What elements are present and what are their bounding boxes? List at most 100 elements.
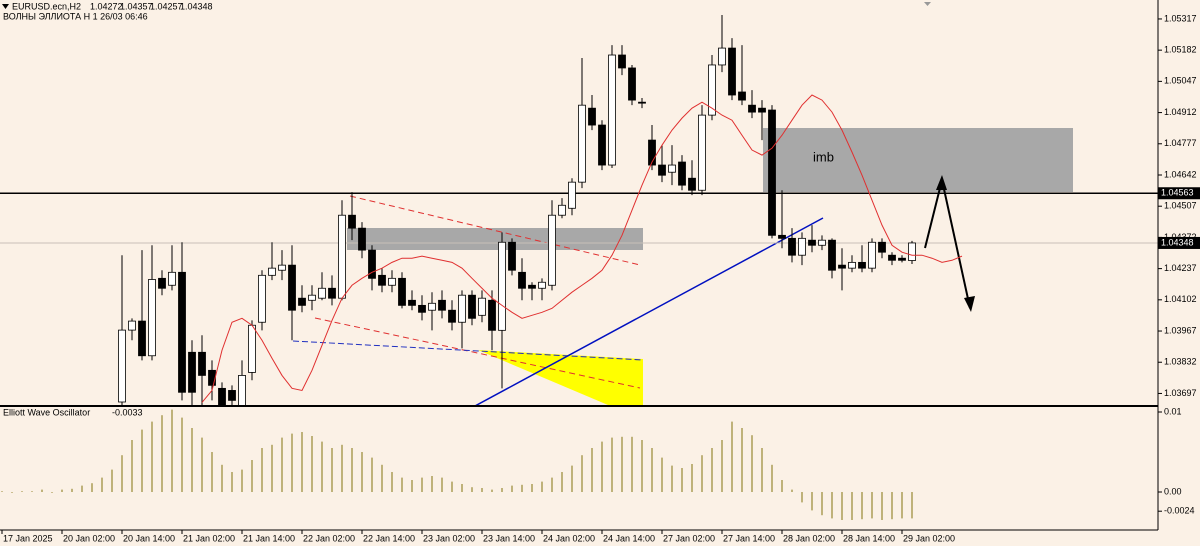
candle-body xyxy=(808,239,816,246)
zone xyxy=(347,228,643,250)
candle-body xyxy=(858,261,866,269)
candle-body xyxy=(428,302,436,311)
y-tick-label: 1.04642 xyxy=(1164,169,1197,179)
candle-body xyxy=(288,264,296,311)
candle-body xyxy=(658,164,666,176)
candle-body xyxy=(338,214,346,299)
candle-body xyxy=(178,271,186,393)
candle-body xyxy=(248,324,256,373)
candle-body xyxy=(348,214,356,229)
y-tick-label: 1.04372 xyxy=(1164,232,1197,242)
candle-body xyxy=(708,64,716,116)
candle-body xyxy=(838,264,846,269)
x-tick-label: 20 Jan 02:00 xyxy=(63,533,115,543)
candle-body xyxy=(698,114,706,191)
arrows xyxy=(201,94,975,403)
candle-body xyxy=(398,277,406,306)
candle-body xyxy=(368,249,376,279)
y-tick-label: 1.05182 xyxy=(1164,45,1197,55)
channel-line xyxy=(314,317,641,389)
y-tick-label: 1.04102 xyxy=(1164,294,1197,304)
x-tick-label: 22 Jan 02:00 xyxy=(303,533,355,543)
candle-body xyxy=(318,287,326,299)
candle-body xyxy=(888,254,896,261)
candle-body xyxy=(578,104,586,183)
dashed-line xyxy=(292,340,644,361)
candle-body xyxy=(228,390,236,401)
y-tick-label: 1.05047 xyxy=(1164,76,1197,86)
menu-arrow xyxy=(2,4,9,9)
oscillator-panel xyxy=(1,409,913,520)
candle-body xyxy=(778,234,786,239)
candle-body xyxy=(158,277,166,289)
candle-body xyxy=(498,241,506,331)
candle-body xyxy=(448,309,456,323)
x-tick-label: 27 Jan 02:00 xyxy=(663,533,715,543)
candle-body xyxy=(538,281,546,289)
x-tick-label: 22 Jan 14:00 xyxy=(363,533,415,543)
candle-body xyxy=(718,47,726,66)
candle-body xyxy=(878,241,886,253)
candle-body xyxy=(768,109,776,236)
x-tick-label: 29 Jan 02:00 xyxy=(903,533,955,543)
y-tick-label: 0.01 xyxy=(1164,406,1182,416)
candle-body xyxy=(388,277,396,286)
candle-body xyxy=(468,294,476,319)
price-panel xyxy=(0,15,1158,405)
candle-body xyxy=(868,241,876,269)
x-tick-label: 27 Jan 14:00 xyxy=(723,533,775,543)
candle-body xyxy=(818,239,826,246)
candle-body xyxy=(268,267,276,276)
y-tick-label: 1.05317 xyxy=(1164,13,1197,23)
candle-body xyxy=(138,320,146,357)
price-label-box xyxy=(1158,236,1200,249)
candle-body xyxy=(238,375,246,405)
candle-body xyxy=(608,54,616,166)
candle-body xyxy=(168,271,176,286)
candle-body xyxy=(788,237,796,256)
y-tick-label: 1.03697 xyxy=(1164,388,1197,398)
y-tick-label: 1.04912 xyxy=(1164,107,1197,117)
x-tick-label: 28 Jan 14:00 xyxy=(843,533,895,543)
candle-body xyxy=(188,351,196,393)
candle-body xyxy=(508,241,516,271)
y-tick-label: 1.04237 xyxy=(1164,263,1197,273)
x-tick-label: 21 Jan 02:00 xyxy=(183,533,235,543)
y-tick-label: 0.00 xyxy=(1164,486,1182,496)
candle-body xyxy=(618,54,626,69)
candle-body xyxy=(798,237,806,256)
x-tick-label: 28 Jan 02:00 xyxy=(783,533,835,543)
moving-average xyxy=(201,94,963,403)
candle-body xyxy=(828,239,836,271)
x-tick-label: 24 Jan 14:00 xyxy=(603,533,655,543)
candle-body xyxy=(688,177,696,191)
candle-body xyxy=(218,387,226,405)
candle-body xyxy=(638,101,646,104)
candle-body xyxy=(758,107,766,113)
candle-body xyxy=(518,271,526,289)
candle-body xyxy=(328,287,336,299)
candle-body xyxy=(358,227,366,251)
y-tick-label: 1.03832 xyxy=(1164,357,1197,367)
candle-body xyxy=(478,297,486,316)
arrow-head xyxy=(964,296,975,312)
candle-body xyxy=(738,91,746,101)
candle-body xyxy=(908,242,916,261)
candle-body xyxy=(378,274,386,286)
subtitle: ВОЛНЫ ЭЛЛИОТА Н 1 26/03 06:46 xyxy=(3,11,148,21)
annotation: imb xyxy=(813,149,834,164)
y-tick-label: 1.03967 xyxy=(1164,325,1197,335)
candle-body xyxy=(438,299,446,311)
candle-body xyxy=(408,299,416,306)
candle-body xyxy=(458,294,466,323)
candle-body xyxy=(528,284,536,289)
candle-body xyxy=(598,124,606,166)
candle-body xyxy=(148,279,156,357)
x-tick-label: 23 Jan 14:00 xyxy=(483,533,535,543)
x-tick-label: 21 Jan 14:00 xyxy=(243,533,295,543)
candle-body xyxy=(258,274,266,323)
yellow-zone xyxy=(478,350,643,405)
y-tick-label: 1.04777 xyxy=(1164,138,1197,148)
